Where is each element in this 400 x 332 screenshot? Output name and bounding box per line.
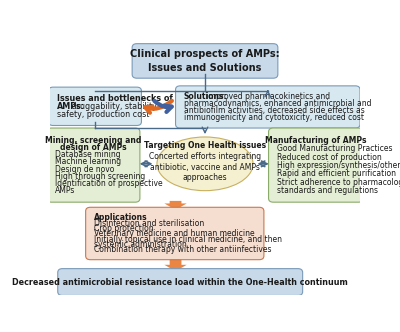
Text: Solutions:: Solutions: [184,92,228,101]
Text: standards and regulations: standards and regulations [277,186,378,195]
Text: AMPs: AMPs [55,186,76,196]
Text: improved pharmacokinetics and: improved pharmacokinetics and [204,92,330,101]
FancyBboxPatch shape [58,269,303,295]
Text: pharmacodynamics, enhanced antimicrobial and: pharmacodynamics, enhanced antimicrobial… [184,99,372,108]
Text: Applications: Applications [94,213,148,222]
Text: Decreased antimicrobial resistance load within the One-Health continuum: Decreased antimicrobial resistance load … [12,278,348,287]
FancyBboxPatch shape [132,44,278,78]
Text: Initially topical use in clinical medicine, and then: Initially topical use in clinical medici… [94,234,282,244]
Text: Machine learning: Machine learning [55,157,121,166]
Text: Rapid and efficient purification: Rapid and efficient purification [277,169,396,178]
Text: AMPs:: AMPs: [57,102,85,111]
Text: Disinfection and sterilisation: Disinfection and sterilisation [94,219,204,228]
FancyBboxPatch shape [86,207,264,260]
Text: High expression/synthesis/others: High expression/synthesis/others [277,161,400,170]
Text: Design de novo: Design de novo [55,165,115,174]
Ellipse shape [157,137,253,191]
FancyBboxPatch shape [47,128,140,202]
Text: Database mining: Database mining [55,150,121,159]
Text: design of AMPs: design of AMPs [60,143,127,152]
Text: Veterinary medicine and human medicine: Veterinary medicine and human medicine [94,229,255,238]
Text: Strict adherence to pharmacological: Strict adherence to pharmacological [277,178,400,187]
Text: safety, production cost: safety, production cost [57,110,149,119]
Polygon shape [164,258,187,271]
Text: approaches: approaches [183,173,227,182]
Text: systemic administration: systemic administration [94,240,187,249]
Text: Concerted efforts integrating: Concerted efforts integrating [149,152,261,161]
Text: Manufacturing of AMPs: Manufacturing of AMPs [265,136,366,145]
Text: Combination therapy with other antiinfectives: Combination therapy with other antiinfec… [94,245,272,254]
Text: Mining, screening and: Mining, screening and [45,135,142,144]
Text: Clinical prospects of AMPs:
Issues and Solutions: Clinical prospects of AMPs: Issues and S… [130,49,280,72]
FancyBboxPatch shape [176,86,360,128]
FancyBboxPatch shape [48,87,142,125]
FancyBboxPatch shape [268,128,363,202]
Text: antibiotic, vaccine and AMPs: antibiotic, vaccine and AMPs [150,163,260,172]
Text: antibiofilm activities, decreased side effects as: antibiofilm activities, decreased side e… [184,106,365,115]
Text: High through screening: High through screening [55,172,146,181]
Text: Issues and bottlenecks of: Issues and bottlenecks of [57,94,173,103]
Text: Crop protection: Crop protection [94,224,154,233]
Polygon shape [164,201,187,210]
Text: immunogenicity and cytotoxicity, reduced cost: immunogenicity and cytotoxicity, reduced… [184,113,364,122]
Text: Good Manufacturing Practices: Good Manufacturing Practices [277,144,392,153]
Text: druggability, stability,: druggability, stability, [69,102,159,111]
Text: Identification of prospective: Identification of prospective [55,179,163,188]
Text: Targeting One Health issues: Targeting One Health issues [144,141,266,150]
Text: Reduced cost of production: Reduced cost of production [277,153,382,162]
